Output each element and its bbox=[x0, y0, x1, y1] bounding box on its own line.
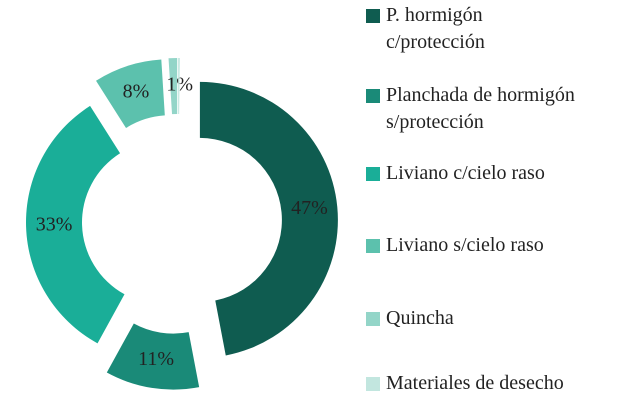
legend-item: Planchada de hormigón s/protección bbox=[366, 82, 641, 136]
data-label: 1% bbox=[166, 74, 193, 96]
donut-segment bbox=[168, 58, 178, 115]
donut-segment bbox=[26, 105, 125, 344]
legend-swatch bbox=[366, 377, 380, 391]
data-label: 11% bbox=[138, 348, 174, 370]
legend-label: P. hormigón c/protección bbox=[386, 4, 485, 53]
legend-label: Planchada de hormigón s/protección bbox=[386, 84, 575, 133]
legend-item: Liviano s/cielo raso bbox=[366, 232, 641, 259]
legend-item: Liviano c/cielo raso bbox=[366, 160, 641, 187]
legend-label: Liviano c/cielo raso bbox=[386, 162, 545, 184]
legend-item: Materiales de desecho bbox=[366, 370, 641, 397]
donut-segment bbox=[199, 81, 338, 356]
data-label: 33% bbox=[36, 213, 73, 235]
legend-swatch bbox=[366, 167, 380, 181]
legend-swatch bbox=[366, 239, 380, 253]
legend-swatch bbox=[366, 89, 380, 103]
legend-item: Quincha bbox=[366, 305, 641, 332]
legend-label: Quincha bbox=[386, 307, 454, 329]
donut-segment bbox=[96, 59, 165, 129]
legend-item: P. hormigón c/protección bbox=[366, 2, 641, 56]
legend-swatch bbox=[366, 9, 380, 23]
donut-segment bbox=[178, 58, 180, 115]
data-label: 47% bbox=[291, 197, 328, 219]
donut-segment bbox=[106, 323, 200, 390]
legend-swatch bbox=[366, 312, 380, 326]
legend-label: Materiales de desecho bbox=[386, 372, 564, 394]
legend-label: Liviano s/cielo raso bbox=[386, 234, 544, 256]
data-label: 8% bbox=[123, 80, 150, 102]
